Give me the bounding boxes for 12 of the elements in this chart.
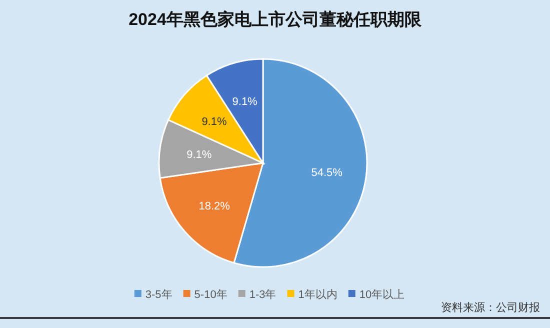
legend-label: 10年以上 [359, 288, 405, 301]
data-label: 18.2% [198, 200, 230, 212]
data-label: 9.1% [186, 148, 212, 161]
legend-label: 5-10年 [194, 289, 228, 301]
legend-label: 1-3年 [249, 289, 276, 301]
data-label: 9.1% [232, 96, 258, 108]
chart-title: 2024年黑色家电上市公司董秘任职期限 [128, 10, 422, 29]
data-label: 9.1% [202, 116, 227, 128]
legend-label: 3-5年 [145, 289, 172, 301]
data-label: 54.5% [311, 167, 343, 180]
legend-label: 1年以内 [298, 288, 338, 301]
text: 资料来源：公司财报 [441, 301, 540, 314]
